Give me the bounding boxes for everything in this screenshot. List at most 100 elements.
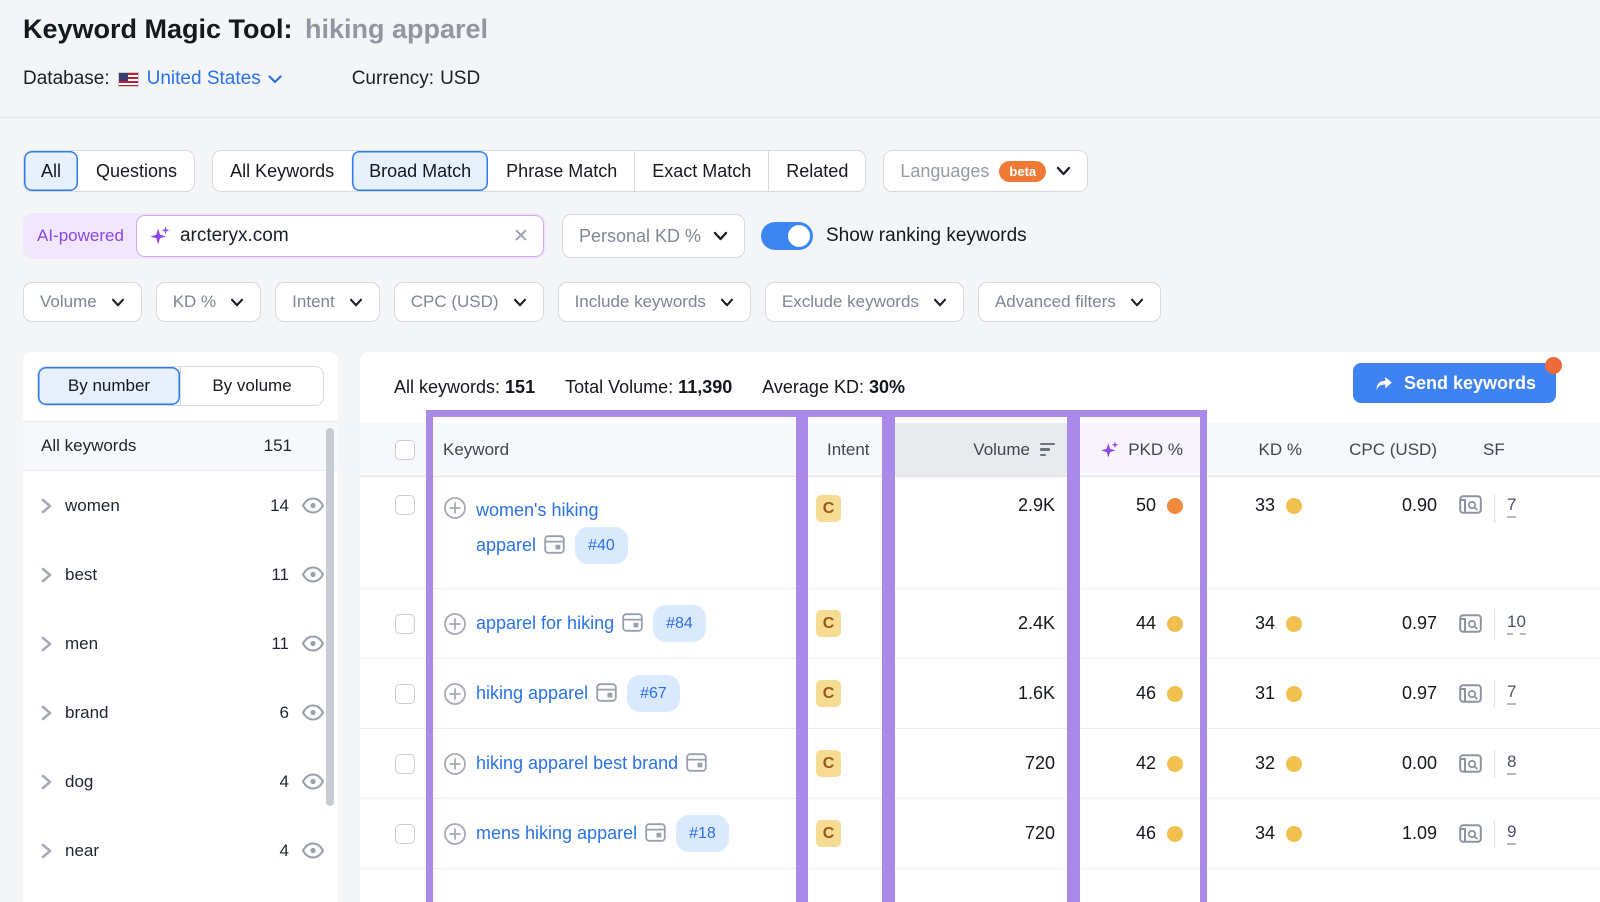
- chevron-down-icon[interactable]: [268, 74, 282, 84]
- serp-snapshot-icon[interactable]: [596, 683, 617, 702]
- tab-all-keywords[interactable]: All Keywords: [213, 151, 352, 191]
- add-keyword-icon[interactable]: [443, 612, 467, 636]
- add-keyword-icon[interactable]: [443, 822, 467, 846]
- keyword-group-item[interactable]: dog 4: [23, 747, 338, 816]
- row-checkbox[interactable]: [395, 613, 415, 634]
- tab-questions[interactable]: Questions: [78, 151, 195, 191]
- filter-dropdown[interactable]: Volume: [23, 282, 142, 322]
- intent-badge-commercial: C: [816, 750, 841, 777]
- domain-input[interactable]: [179, 225, 512, 247]
- eye-icon[interactable]: [301, 842, 325, 859]
- sf-count-link[interactable]: 8: [1507, 752, 1517, 775]
- table-body: women's hiking apparel #40 C 2.9K 50 33 0…: [360, 477, 1600, 869]
- chevron-right-icon[interactable]: [41, 705, 52, 721]
- row-checkbox[interactable]: [395, 495, 415, 515]
- keyword-link[interactable]: hiking apparel best brand: [476, 752, 679, 773]
- filter-dropdown[interactable]: KD %: [155, 282, 262, 322]
- serp-preview-icon[interactable]: [1459, 824, 1482, 843]
- tab-by-volume[interactable]: By volume: [180, 367, 323, 405]
- serp-preview-icon[interactable]: [1459, 614, 1482, 633]
- tab-all[interactable]: All: [24, 151, 79, 191]
- eye-icon[interactable]: [301, 566, 325, 583]
- sf-divider: [1494, 749, 1495, 778]
- keyword-link[interactable]: hiking apparel: [476, 683, 589, 703]
- serp-preview-icon[interactable]: [1459, 495, 1482, 514]
- chevron-right-icon[interactable]: [41, 567, 52, 583]
- chevron-right-icon[interactable]: [41, 843, 52, 859]
- eye-icon[interactable]: [301, 635, 325, 652]
- filter-dropdown[interactable]: Intent: [275, 282, 380, 322]
- kd-difficulty-dot: [1286, 685, 1302, 702]
- ai-powered-label: AI-powered: [37, 226, 124, 245]
- select-all-checkbox[interactable]: [395, 439, 415, 460]
- eye-icon[interactable]: [301, 773, 325, 790]
- pkd-value: 50: [1135, 495, 1156, 515]
- keyword-group-item[interactable]: men 11: [23, 609, 338, 678]
- add-keyword-icon[interactable]: [443, 496, 467, 520]
- sf-count-link[interactable]: 10: [1507, 612, 1526, 635]
- keyword-group-item[interactable]: women 14: [23, 471, 338, 540]
- filter-dropdown[interactable]: Advanced filters: [977, 282, 1161, 322]
- all-keywords-row[interactable]: All keywords 151: [23, 421, 338, 471]
- filter-dropdown[interactable]: Exclude keywords: [764, 282, 964, 322]
- eye-icon[interactable]: [301, 497, 325, 514]
- keyword-link[interactable]: women's hiking apparel: [476, 500, 599, 555]
- send-arrow-icon: [1376, 376, 1392, 390]
- keyword-group-item[interactable]: brand 6: [23, 678, 338, 747]
- sf-count-link[interactable]: 7: [1507, 682, 1517, 705]
- tab-exact-match[interactable]: Exact Match: [634, 151, 769, 191]
- group-count: 14: [270, 495, 289, 515]
- column-header-volume[interactable]: Volume: [887, 423, 1069, 476]
- eye-icon[interactable]: [301, 704, 325, 721]
- filter-dropdown[interactable]: CPC (USD): [393, 282, 544, 322]
- tab-by-number[interactable]: By number: [38, 367, 180, 405]
- languages-dropdown[interactable]: Languages beta: [883, 150, 1089, 192]
- cpc-header-label: CPC (USD): [1349, 439, 1437, 459]
- chevron-right-icon[interactable]: [41, 774, 52, 790]
- serp-snapshot-icon[interactable]: [544, 535, 565, 554]
- keyword-group-item[interactable]: best 11: [23, 540, 338, 609]
- database-selector[interactable]: United States: [146, 68, 261, 89]
- personal-kd-dropdown[interactable]: Personal KD %: [561, 214, 745, 258]
- column-header-keyword[interactable]: Keyword: [428, 423, 801, 476]
- column-header-pkd[interactable]: PKD %: [1069, 423, 1201, 476]
- kd-value: 34: [1254, 613, 1275, 633]
- row-checkbox[interactable]: [395, 823, 415, 844]
- tab-related[interactable]: Related: [768, 151, 866, 191]
- keyword-link[interactable]: mens hiking apparel: [476, 823, 638, 843]
- rank-badge[interactable]: #18: [676, 815, 729, 852]
- column-header-cpc[interactable]: CPC (USD): [1314, 423, 1441, 476]
- send-keywords-button[interactable]: Send keywords: [1352, 363, 1556, 403]
- rank-badge[interactable]: #84: [653, 605, 706, 642]
- sidebar-scrollbar[interactable]: [326, 428, 334, 806]
- sidebar-sort-tabs: By number By volume: [37, 366, 324, 406]
- serp-snapshot-icon[interactable]: [686, 752, 707, 772]
- column-header-intent[interactable]: Intent: [801, 423, 887, 476]
- sf-count-link[interactable]: 7: [1507, 495, 1517, 518]
- keyword-link[interactable]: apparel for hiking: [476, 613, 615, 633]
- show-ranking-keywords-toggle[interactable]: [761, 222, 813, 250]
- chevron-right-icon[interactable]: [41, 636, 52, 652]
- row-checkbox[interactable]: [395, 753, 415, 774]
- rank-badge[interactable]: #67: [627, 675, 680, 712]
- tab-phrase-match[interactable]: Phrase Match: [488, 151, 635, 191]
- tab-broad-match[interactable]: Broad Match: [351, 151, 489, 191]
- sf-count-link[interactable]: 9: [1507, 822, 1517, 845]
- serp-snapshot-icon[interactable]: [622, 613, 643, 632]
- row-checkbox[interactable]: [395, 683, 415, 704]
- serp-snapshot-icon[interactable]: [645, 823, 666, 842]
- keyword-group-item[interactable]: near 4: [23, 816, 338, 885]
- filter-dropdown[interactable]: Include keywords: [557, 282, 751, 322]
- clear-input-icon[interactable]: ✕: [513, 225, 529, 247]
- chevron-right-icon[interactable]: [41, 498, 52, 514]
- add-keyword-icon[interactable]: [443, 752, 467, 776]
- add-keyword-icon[interactable]: [443, 682, 467, 706]
- column-header-kd[interactable]: KD %: [1201, 423, 1314, 476]
- serp-preview-icon[interactable]: [1459, 684, 1482, 703]
- domain-input-box[interactable]: ✕: [135, 215, 544, 257]
- filter-label: Advanced filters: [994, 292, 1116, 311]
- rank-badge[interactable]: #40: [575, 527, 628, 564]
- serp-preview-icon[interactable]: [1459, 754, 1482, 773]
- column-header-sf[interactable]: SF: [1441, 423, 1600, 476]
- volume-header-label: Volume: [973, 439, 1030, 459]
